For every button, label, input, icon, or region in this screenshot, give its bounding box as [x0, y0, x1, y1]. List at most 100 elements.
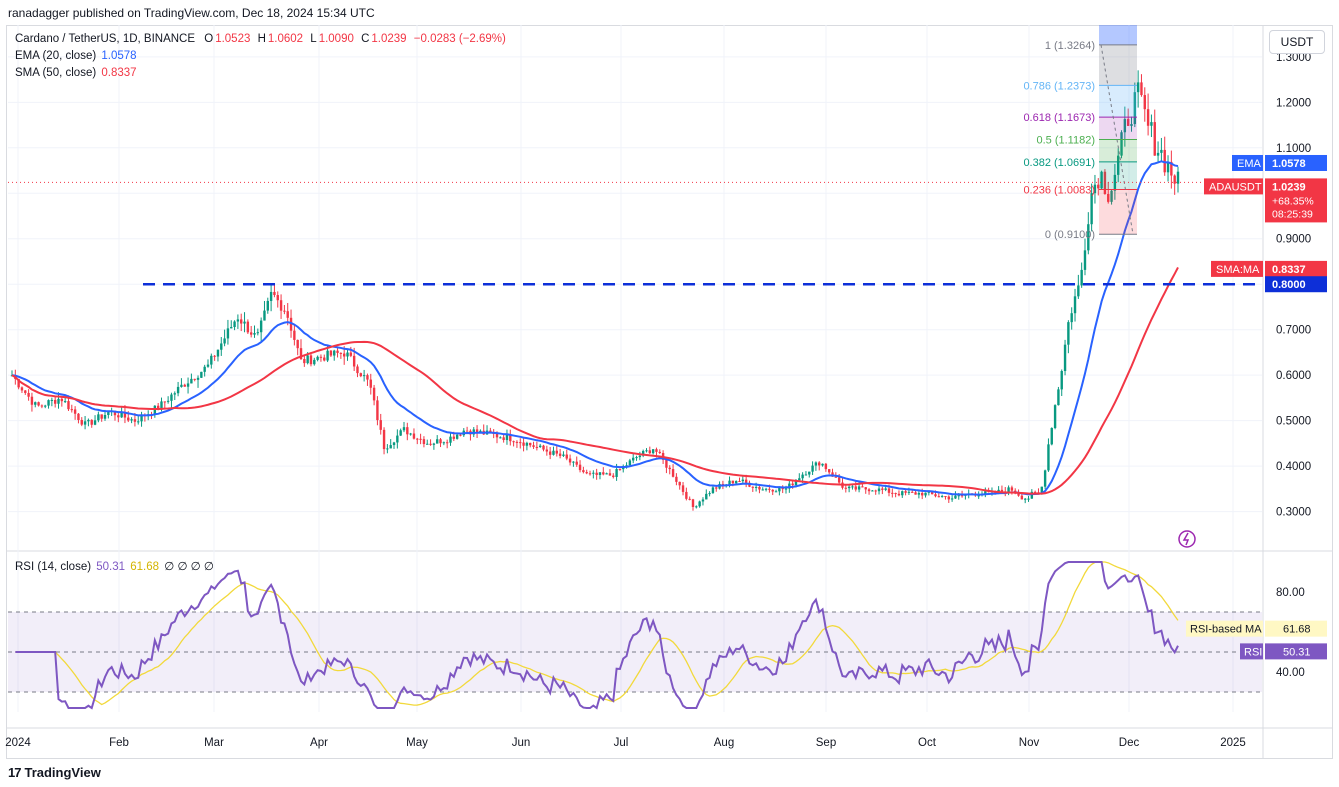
candle — [715, 487, 718, 489]
candle — [210, 355, 213, 365]
candle — [778, 487, 781, 492]
candle — [30, 396, 34, 405]
candle — [309, 355, 313, 365]
candle — [259, 320, 263, 333]
candle — [675, 476, 678, 482]
high-label: H — [257, 33, 266, 45]
candle — [1020, 495, 1024, 500]
candle — [83, 421, 87, 425]
sma-legend[interactable]: SMA (50, close) 0.8337 — [15, 67, 137, 79]
candle — [1090, 193, 1093, 225]
candle — [562, 454, 565, 456]
fib-zone — [1099, 117, 1137, 140]
rsi-legend[interactable]: RSI (14, close) 50.31 61.68 ∅ ∅ ∅ ∅ — [15, 559, 214, 573]
candle — [1163, 149, 1166, 173]
candle — [166, 400, 170, 402]
candle — [293, 330, 296, 340]
price-tag-change: +68.35% — [1272, 195, 1314, 207]
candle — [24, 390, 27, 393]
ema-line — [11, 160, 1179, 496]
candle — [442, 442, 446, 444]
rsi-value: 50.31 — [96, 561, 126, 573]
candle — [754, 486, 758, 488]
rsi-ma-value-tag — [1265, 620, 1327, 637]
candle — [1170, 161, 1173, 176]
candle — [130, 419, 133, 421]
ema-legend[interactable]: EMA (20, close) 1.0578 — [15, 50, 137, 62]
series-tag — [1204, 178, 1263, 195]
candle — [316, 356, 319, 360]
candle — [34, 402, 37, 405]
candle — [658, 451, 661, 453]
candle — [565, 454, 568, 459]
tradingview-logo-text: TradingView — [24, 765, 101, 780]
price-tag — [1265, 154, 1327, 171]
tradingview-logo[interactable]: 17 TradingView — [8, 765, 101, 780]
candle — [568, 458, 572, 463]
candle — [1173, 175, 1176, 184]
candle — [342, 353, 346, 357]
candle — [917, 492, 921, 495]
symbol-label[interactable]: Cardano / TetherUS, 1D, BINANCE — [15, 33, 196, 45]
time-tick-label: 2025 — [1220, 737, 1246, 749]
candle — [432, 443, 436, 445]
candle — [1123, 119, 1127, 133]
candle — [638, 455, 642, 458]
candle — [1027, 498, 1030, 500]
candle — [798, 478, 801, 481]
candle — [349, 352, 353, 356]
candle — [761, 489, 764, 491]
candle — [402, 427, 406, 431]
rsi-ma-tag — [1186, 620, 1263, 637]
candle — [359, 373, 363, 377]
candle — [874, 490, 877, 492]
currency-button[interactable]: USDT — [1269, 30, 1325, 54]
candle — [781, 487, 784, 490]
candle — [246, 321, 250, 333]
candle — [123, 411, 127, 418]
candle — [814, 462, 818, 466]
candle — [1150, 122, 1153, 126]
fib-level-label: 0.5 (1.1182) — [1036, 135, 1095, 147]
candle — [934, 494, 937, 497]
candle — [645, 450, 648, 452]
candle — [1117, 155, 1120, 175]
series-tag — [1211, 260, 1263, 277]
candle — [100, 414, 103, 419]
time-tick-label: Sep — [816, 737, 836, 749]
candle — [519, 442, 522, 444]
candle — [688, 498, 691, 500]
candle — [827, 469, 831, 473]
candle — [947, 496, 950, 500]
candle — [336, 350, 339, 353]
candle — [117, 415, 120, 418]
candle — [960, 495, 964, 497]
candle — [173, 393, 176, 395]
lightning-icon — [1182, 532, 1190, 546]
candle — [253, 333, 256, 335]
candle — [525, 442, 529, 446]
candle — [824, 463, 828, 470]
price-tick-label: 1.2000 — [1276, 97, 1311, 109]
rsi-line — [15, 561, 1179, 710]
candle — [97, 414, 100, 421]
candle — [588, 473, 592, 475]
price-tick-label: 1.3000 — [1276, 52, 1311, 64]
candle — [585, 472, 588, 474]
candle — [1070, 313, 1073, 323]
candle — [891, 492, 894, 494]
candle — [256, 332, 260, 334]
symbol-legend: Cardano / TetherUS, 1D, BINANCE O 1.0523 … — [15, 33, 506, 45]
candle — [509, 434, 512, 442]
high-value: 1.0602 — [267, 33, 304, 45]
candle — [137, 421, 140, 423]
candle — [977, 495, 980, 497]
candle — [1033, 491, 1037, 493]
candle — [784, 488, 788, 490]
candle — [452, 436, 456, 439]
candle — [791, 483, 794, 486]
time-tick-label: 2024 — [5, 737, 31, 749]
candle — [1017, 493, 1020, 496]
candle — [1010, 487, 1014, 491]
